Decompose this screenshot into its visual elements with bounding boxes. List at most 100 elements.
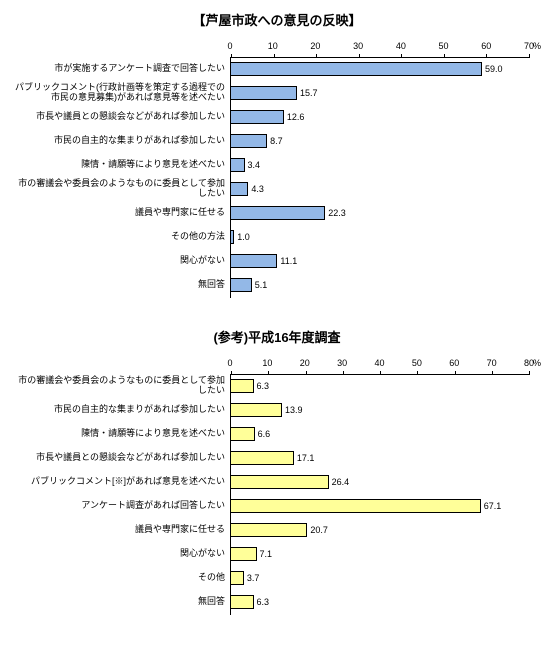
bar (230, 475, 329, 489)
axis-unit: % (533, 358, 541, 368)
bar-value: 22.3 (328, 208, 346, 218)
axis-tick-label: 40 (374, 358, 384, 368)
axis-tick-label: 10 (268, 41, 278, 51)
bar-value: 20.7 (310, 525, 328, 535)
chart-1-plot: 010203040506070% 59.015.712.68.73.44.322… (230, 39, 544, 297)
axis-tick-label: 20 (300, 358, 310, 368)
chart-2-plot: 01020304050607080% 6.313.96.617.126.467.… (230, 356, 544, 614)
bar (230, 547, 257, 561)
category-label: 無回答 (10, 273, 230, 297)
chart-1-axis: 010203040506070% (230, 39, 529, 57)
category-label: 議員や専門家に任せる (10, 518, 230, 542)
category-label: パブリックコメント[※]があれば意見を述べたい (10, 470, 230, 494)
axis-tick-label: 50 (439, 41, 449, 51)
axis-tick-label: 40 (396, 41, 406, 51)
axis-tick-label: 30 (337, 358, 347, 368)
bar (230, 134, 267, 148)
bar (230, 182, 248, 196)
axis-tick-label: 0 (227, 358, 232, 368)
bar (230, 571, 244, 585)
category-label: 市長や議員との懇談会などがあれば参加したい (10, 446, 230, 470)
bar-value: 59.0 (485, 64, 503, 74)
bar-value: 6.6 (258, 429, 271, 439)
chart-2-labels: 市の審議会や委員会のようなものに委員として参加したい市民の自主的な集まりがあれば… (10, 356, 230, 614)
bar-row: 13.9 (230, 398, 529, 422)
bar (230, 595, 254, 609)
bar-value: 12.6 (287, 112, 305, 122)
chart-1-labels: 市が実施するアンケート調査で回答したいパブリックコメント(行政計画等を策定する過… (10, 39, 230, 297)
category-label: その他の方法 (10, 225, 230, 249)
bar (230, 451, 294, 465)
bar-value: 5.1 (255, 280, 268, 290)
chart-1: 【芦屋市政への意見の反映】 市が実施するアンケート調査で回答したいパブリックコメ… (10, 10, 544, 297)
category-label: 無回答 (10, 590, 230, 614)
bar-value: 3.7 (247, 573, 260, 583)
chart-1-title: 【芦屋市政への意見の反映】 (10, 10, 544, 29)
bar-row: 59.0 (230, 57, 529, 81)
chart-1-bars: 59.0 15.7 12.6 8.7 3.4 4.3 22.3 1.0 11.1 5.1 (230, 57, 529, 297)
bar-value: 17.1 (297, 453, 315, 463)
bar-value: 26.4 (332, 477, 350, 487)
category-label: 市長や議員との懇談会などがあれば参加したい (10, 105, 230, 129)
bar (230, 379, 254, 393)
category-label: 陳情・請願等により意見を述べたい (10, 153, 230, 177)
category-label: 市民の自主的な集まりがあれば参加したい (10, 398, 230, 422)
bar (230, 110, 284, 124)
category-label: 関心がない (10, 249, 230, 273)
bar-row: 15.7 (230, 81, 529, 105)
bar (230, 278, 252, 292)
chart-2-body: 市の審議会や委員会のようなものに委員として参加したい市民の自主的な集まりがあれば… (10, 356, 544, 614)
bar-row: 8.7 (230, 129, 529, 153)
bar-value: 6.3 (257, 597, 270, 607)
bar-value: 15.7 (300, 88, 318, 98)
axis-tick-label: 10 (262, 358, 272, 368)
bar-row: 26.4 (230, 470, 529, 494)
bar (230, 86, 297, 100)
bar (230, 206, 325, 220)
category-label: 市民の自主的な集まりがあれば参加したい (10, 129, 230, 153)
bar-value: 1.0 (237, 232, 250, 242)
bar (230, 254, 277, 268)
bar-value: 7.1 (260, 549, 273, 559)
bar (230, 158, 245, 172)
bar-row: 67.1 (230, 494, 529, 518)
bar-row: 1.0 (230, 225, 529, 249)
axis-tick-label: 30 (353, 41, 363, 51)
axis-tick-label: 70 (487, 358, 497, 368)
category-label: 議員や専門家に任せる (10, 201, 230, 225)
category-label: 市の審議会や委員会のようなものに委員として参加したい (10, 374, 230, 398)
bar (230, 499, 481, 513)
chart-1-body: 市が実施するアンケート調査で回答したいパブリックコメント(行政計画等を策定する過… (10, 39, 544, 297)
bar (230, 62, 482, 76)
axis-tick-label: 50 (412, 358, 422, 368)
bar-row: 17.1 (230, 446, 529, 470)
axis-tick-label: 60 (449, 358, 459, 368)
category-label: アンケート調査があれば回答したい (10, 494, 230, 518)
bar-value: 11.1 (280, 256, 297, 266)
bar-row: 11.1 (230, 249, 529, 273)
bar (230, 523, 307, 537)
axis-tick-label: 60 (481, 41, 491, 51)
bar-row: 20.7 (230, 518, 529, 542)
category-label: 市の審議会や委員会のようなものに委員として参加したい (10, 177, 230, 201)
bar-value: 6.3 (257, 381, 270, 391)
bar-row: 4.3 (230, 177, 529, 201)
bar-value: 13.9 (285, 405, 303, 415)
category-label: 市が実施するアンケート調査で回答したい (10, 57, 230, 81)
bar-row: 3.7 (230, 566, 529, 590)
category-label: 陳情・請願等により意見を述べたい (10, 422, 230, 446)
axis-tick-label: 20 (310, 41, 320, 51)
axis-tick-label: 0 (227, 41, 232, 51)
bar (230, 403, 282, 417)
chart-2: (参考)平成16年度調査 市の審議会や委員会のようなものに委員として参加したい市… (10, 327, 544, 614)
chart-2-bars: 6.3 13.9 6.6 17.1 26.4 67.1 20.7 7.1 3.7 6.3 (230, 374, 529, 614)
bar-row: 3.4 (230, 153, 529, 177)
bar-row: 5.1 (230, 273, 529, 297)
bar-row: 22.3 (230, 201, 529, 225)
bar-row: 6.3 (230, 374, 529, 398)
bar-value: 8.7 (270, 136, 283, 146)
bar-value: 67.1 (484, 501, 502, 511)
bar-value: 3.4 (248, 160, 261, 170)
category-label: パブリックコメント(行政計画等を策定する過程での市民の意見募集)があれば意見等を… (10, 81, 230, 105)
bar-row: 6.3 (230, 590, 529, 614)
